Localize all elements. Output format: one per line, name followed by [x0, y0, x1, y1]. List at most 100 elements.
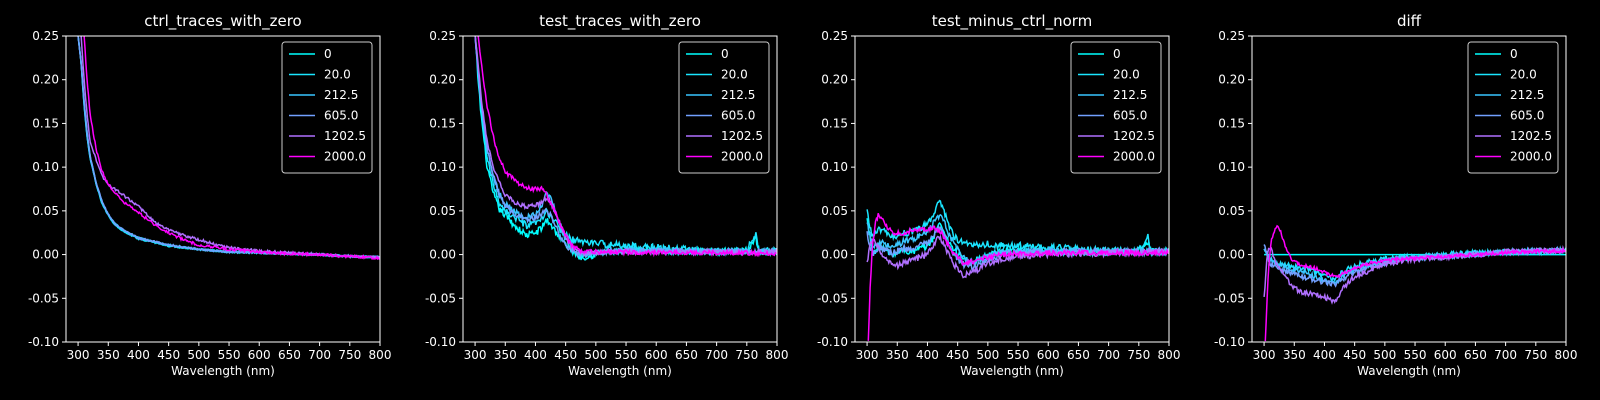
legend-entry: 0 — [324, 47, 332, 61]
plot-frame — [854, 35, 1170, 343]
y-tick-label: 0.05 — [821, 204, 848, 218]
y-tick-label: 0.15 — [1218, 116, 1245, 130]
x-tick-label: 400 — [916, 348, 939, 362]
x-tick-label: 300 — [67, 348, 90, 362]
x-tick-label: 350 — [886, 348, 909, 362]
chart-title: ctrl_traces_with_zero — [144, 12, 301, 31]
y-tick-label: 0.15 — [821, 116, 848, 130]
legend-entry: 212.5 — [1113, 88, 1147, 102]
x-tick-label: 600 — [248, 348, 271, 362]
x-tick-label: 450 — [1343, 348, 1366, 362]
legend-entry: 2000.0 — [721, 150, 763, 164]
y-tick-label: -0.10 — [28, 335, 59, 349]
y-tick-label: 0.10 — [1218, 160, 1245, 174]
x-tick-label: 800 — [766, 348, 789, 362]
y-tick-label: 0.10 — [429, 160, 456, 174]
y-tick-label: 0.20 — [1218, 73, 1245, 87]
x-tick-label: 650 — [1067, 348, 1090, 362]
y-tick-label: -0.05 — [817, 291, 848, 305]
y-tick-label: 0.10 — [32, 160, 59, 174]
legend-entry: 605.0 — [1113, 109, 1147, 123]
legend-entry: 0 — [1113, 47, 1121, 61]
chart-title: test_minus_ctrl_norm — [932, 12, 1093, 31]
y-tick-label: -0.10 — [425, 335, 456, 349]
legend-entry: 2000.0 — [1510, 150, 1552, 164]
y-tick-label: 0.05 — [429, 204, 456, 218]
x-tick-label: 550 — [1007, 348, 1030, 362]
legend-entry: 20.0 — [324, 68, 351, 82]
x-tick-label: 350 — [494, 348, 517, 362]
chart-title: test_traces_with_zero — [539, 12, 701, 31]
y-tick-label: 0.25 — [821, 29, 848, 43]
x-tick-label: 700 — [705, 348, 728, 362]
x-tick-label: 750 — [1127, 348, 1150, 362]
series-line — [867, 212, 1169, 341]
x-tick-label: 400 — [1313, 348, 1336, 362]
x-tick-label: 550 — [615, 348, 638, 362]
x-tick-label: 700 — [1097, 348, 1120, 362]
plot-frame — [65, 35, 381, 343]
legend-entry: 1202.5 — [324, 129, 366, 143]
x-tick-label: 550 — [218, 348, 241, 362]
x-tick-label: 800 — [369, 348, 392, 362]
legend-entry: 0 — [721, 47, 729, 61]
y-tick-label: -0.10 — [1214, 335, 1245, 349]
legend: 0 20.0 212.5 605.0 1202.5 2000.0 — [281, 41, 373, 174]
legend-entry: 2000.0 — [1113, 150, 1155, 164]
plot-lines — [866, 199, 1169, 341]
legend-entry: 20.0 — [721, 68, 748, 82]
legend-entry: 212.5 — [324, 88, 358, 102]
x-tick-label: 500 — [584, 348, 607, 362]
x-tick-label: 750 — [735, 348, 758, 362]
x-axis-label: Wavelength (nm) — [171, 364, 275, 378]
plot-lines — [474, 36, 777, 261]
legend-entry: 605.0 — [324, 109, 358, 123]
legend: 0 20.0 212.5 605.0 1202.5 2000.0 — [678, 41, 770, 174]
y-tick-label: 0.00 — [821, 248, 848, 262]
x-tick-label: 350 — [1283, 348, 1306, 362]
chart-title: diff — [1397, 12, 1422, 30]
plot-frame — [1251, 35, 1567, 343]
x-tick-label: 800 — [1555, 348, 1578, 362]
legend-entry: 1202.5 — [721, 129, 763, 143]
y-tick-label: 0.15 — [429, 116, 456, 130]
legend-entry: 605.0 — [721, 109, 755, 123]
x-tick-label: 800 — [1158, 348, 1181, 362]
series-line — [866, 199, 1169, 258]
x-tick-label: 650 — [675, 348, 698, 362]
x-tick-label: 450 — [554, 348, 577, 362]
y-tick-label: -0.05 — [1214, 291, 1245, 305]
x-tick-label: 300 — [1253, 348, 1276, 362]
x-tick-label: 600 — [645, 348, 668, 362]
x-axis-label: Wavelength (nm) — [1357, 364, 1461, 378]
x-tick-label: 450 — [157, 348, 180, 362]
legend-entry: 2000.0 — [324, 150, 366, 164]
x-tick-label: 450 — [946, 348, 969, 362]
x-tick-label: 700 — [308, 348, 331, 362]
y-tick-label: 0.00 — [429, 248, 456, 262]
x-tick-label: 650 — [1464, 348, 1487, 362]
y-tick-label: 0.25 — [32, 29, 59, 43]
series-line — [1264, 224, 1566, 342]
chart-panel: diff 300 350 400 450 500 550 600 650 700 750 800 -0.… — [1214, 12, 1578, 378]
x-tick-label: 400 — [127, 348, 150, 362]
x-tick-label: 300 — [856, 348, 879, 362]
chart-panel: ctrl_traces_with_zero 300 350 400 450 500 550 6… — [28, 12, 392, 378]
x-axis-label: Wavelength (nm) — [960, 364, 1064, 378]
chart-panel: test_traces_with_zero 300 350 400 450 500 550 6… — [425, 12, 789, 378]
y-tick-label: 0.25 — [429, 29, 456, 43]
x-tick-label: 550 — [1404, 348, 1427, 362]
x-tick-label: 300 — [464, 348, 487, 362]
x-tick-label: 600 — [1037, 348, 1060, 362]
y-tick-label: 0.15 — [32, 116, 59, 130]
x-tick-label: 650 — [278, 348, 301, 362]
y-tick-label: 0.10 — [821, 160, 848, 174]
legend: 0 20.0 212.5 605.0 1202.5 2000.0 — [1467, 41, 1559, 174]
x-axis-label: Wavelength (nm) — [568, 364, 672, 378]
legend-entry: 212.5 — [1510, 88, 1544, 102]
y-tick-label: 0.05 — [32, 204, 59, 218]
x-tick-label: 500 — [976, 348, 999, 362]
x-tick-label: 750 — [1524, 348, 1547, 362]
x-tick-label: 600 — [1434, 348, 1457, 362]
